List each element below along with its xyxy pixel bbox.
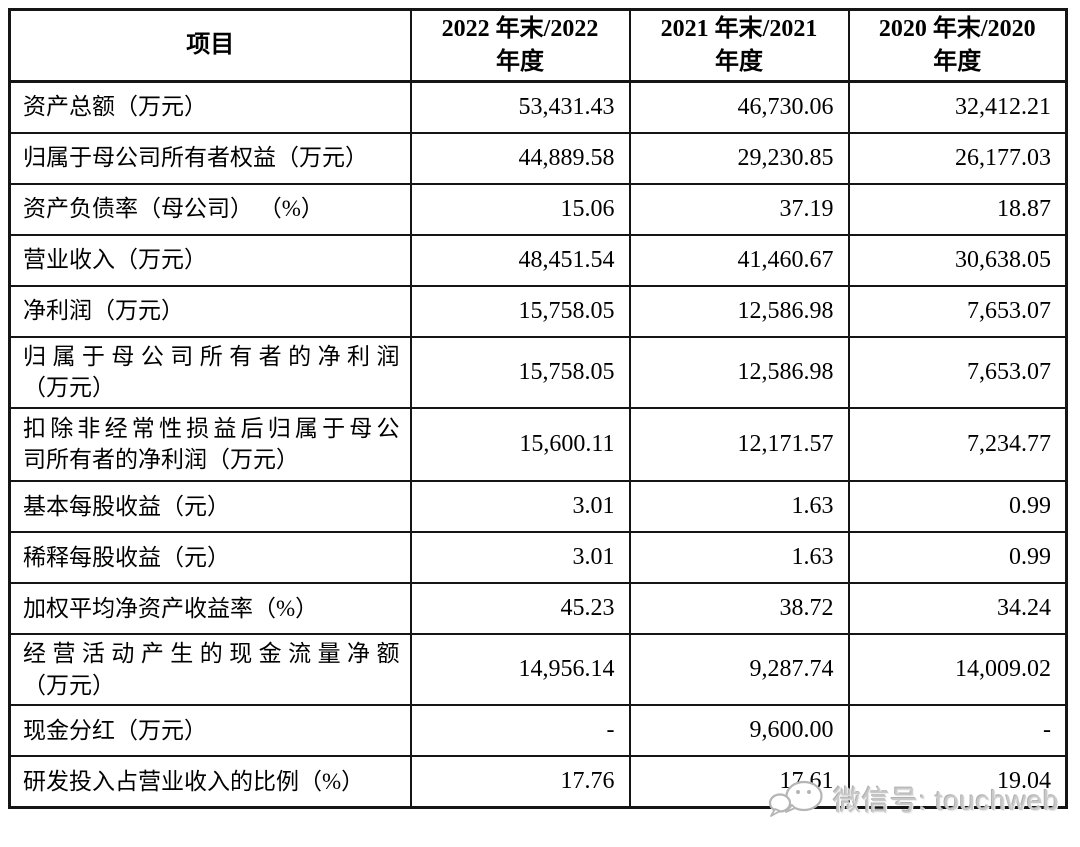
row-label: 归属于母公司所有者的净利润 （万元） [8, 335, 412, 409]
row-label-line: 现金分红（万元） [23, 718, 207, 744]
cell-value-2022: 53,431.43 [409, 80, 631, 134]
header-row: 项目 2022 年末/2022 年度 2021 年末/2021 年度 2020 … [8, 8, 1068, 83]
row-label-line: 稀释每股收益（元） [23, 544, 230, 570]
row-label: 稀释每股收益（元） [8, 530, 412, 584]
table-row-parent-equity: 归属于母公司所有者权益（万元） 44,889.58 29,230.85 26,1… [8, 131, 1068, 185]
cell-value-2020: 32,412.21 [847, 80, 1068, 134]
cell-value-2020: 0.99 [847, 530, 1068, 584]
row-label-line: 资产负债率（母公司） （%） [23, 196, 324, 222]
column-header-2021-line1: 2021 年末/2021 [660, 16, 818, 43]
cell-value-2022: 14,956.14 [409, 632, 631, 707]
column-header-item: 项目 [8, 8, 412, 83]
row-label: 净利润（万元） [8, 284, 412, 338]
watermark-text: 微信号: touchweb [833, 785, 1059, 816]
row-label-line: 研发投入占营业收入的比例（%） [23, 768, 365, 794]
cell-value-2020: 0.99 [847, 479, 1068, 533]
row-label-line: 司所有者的净利润（万元） [23, 447, 299, 473]
row-label-line: 营业收入（万元） [23, 247, 207, 273]
row-label-line: （万元） [23, 375, 115, 401]
cell-value-2022: 15,758.05 [409, 284, 631, 338]
table-row-parent-net-profit: 归属于母公司所有者的净利润 （万元） 15,758.05 12,586.98 7… [8, 335, 1068, 409]
cell-value-2022: 17.76 [409, 755, 631, 809]
wechat-watermark: 微信号: touchweb [768, 779, 1059, 819]
cell-value-2021: 9,287.74 [628, 632, 850, 707]
cell-value-2021: 9,600.00 [628, 704, 850, 758]
cell-value-2020: 34.24 [847, 581, 1068, 635]
cell-value-2022: 3.01 [409, 479, 631, 533]
table-row-operating-cash-flow: 经营活动产生的现金流量净额 （万元） 14,956.14 9,287.74 14… [8, 632, 1068, 707]
cell-value-2022: 15,600.11 [409, 406, 631, 482]
cell-value-2020: 19.04 [847, 755, 1068, 809]
row-label: 基本每股收益（元） [8, 479, 412, 533]
cell-value-2022: 15,758.05 [409, 335, 631, 409]
cell-value-2020: 26,177.03 [847, 131, 1068, 185]
financial-summary-table: 项目 2022 年末/2022 年度 2021 年末/2021 年度 2020 … [8, 8, 1068, 809]
cell-value-2022: 45.23 [409, 581, 631, 635]
cell-value-2021: 1.63 [628, 530, 850, 584]
row-label: 资产负债率（母公司） （%） [8, 182, 412, 236]
row-label-line: 基本每股收益（元） [23, 493, 230, 519]
cell-value-2022: - [409, 704, 631, 758]
row-label-line: 扣除非经常性损益后归属于母公 [23, 415, 400, 441]
table-row-deducted-net-profit: 扣除非经常性损益后归属于母公 司所有者的净利润（万元） 15,600.11 12… [8, 406, 1068, 482]
row-label-line: 归属于母公司所有者权益（万元） [23, 145, 368, 171]
cell-value-2021: 41,460.67 [628, 233, 850, 287]
column-header-2020-line1: 2020 年末/2020 [878, 16, 1036, 43]
cell-value-2021: 46,730.06 [628, 80, 850, 134]
cell-value-2020: 18.87 [847, 182, 1068, 236]
column-header-2021: 2021 年末/2021 年度 [628, 8, 850, 83]
cell-value-2020: - [847, 704, 1068, 758]
cell-value-2022: 44,889.58 [409, 131, 631, 185]
column-header-2022: 2022 年末/2022 年度 [409, 8, 631, 83]
table-row-cash-dividend: 现金分红（万元） - 9,600.00 - [8, 704, 1068, 758]
column-header-2022-line1: 2022 年末/2022 [441, 16, 599, 43]
cell-value-2021: 12,171.57 [628, 406, 850, 482]
cell-value-2022: 48,451.54 [409, 233, 631, 287]
cell-value-2021: 37.19 [628, 182, 850, 236]
column-header-2022-line2: 年度 [496, 48, 544, 75]
row-label-line: 资产总额（万元） [23, 94, 207, 120]
row-label: 现金分红（万元） [8, 704, 412, 758]
row-label-line: 加权平均净资产收益率（%） [23, 595, 319, 621]
column-header-2021-line2: 年度 [715, 48, 763, 75]
table-row-weighted-roe: 加权平均净资产收益率（%） 45.23 38.72 34.24 [8, 581, 1068, 635]
cell-value-2021: 12,586.98 [628, 335, 850, 409]
row-label: 资产总额（万元） [8, 80, 412, 134]
table-row-rd-ratio: 研发投入占营业收入的比例（%） 17.76 17.61 19.04 [8, 755, 1068, 809]
column-header-2020-line2: 年度 [933, 48, 982, 75]
column-header-2020: 2020 年末/2020 年度 [847, 8, 1068, 83]
row-label-line: （万元） [23, 672, 115, 698]
cell-value-2021: 38.72 [628, 581, 850, 635]
row-label-line: 净利润（万元） [23, 298, 184, 324]
row-label: 扣除非经常性损益后归属于母公 司所有者的净利润（万元） [8, 406, 412, 482]
table-row-basic-eps: 基本每股收益（元） 3.01 1.63 0.99 [8, 479, 1068, 533]
row-label: 加权平均净资产收益率（%） [8, 581, 412, 635]
cell-value-2020: 14,009.02 [847, 632, 1068, 707]
table-row-diluted-eps: 稀释每股收益（元） 3.01 1.63 0.99 [8, 530, 1068, 584]
cell-value-2020: 7,234.77 [847, 406, 1068, 482]
cell-value-2020: 30,638.05 [847, 233, 1068, 287]
cell-value-2021: 12,586.98 [628, 284, 850, 338]
row-label: 研发投入占营业收入的比例（%） [8, 755, 412, 809]
table-row-total-assets: 资产总额（万元） 53,431.43 46,730.06 32,412.21 [8, 80, 1068, 134]
table-row-revenue: 营业收入（万元） 48,451.54 41,460.67 30,638.05 [8, 233, 1068, 287]
cell-value-2022: 3.01 [409, 530, 631, 584]
cell-value-2020: 7,653.07 [847, 335, 1068, 409]
table-row-debt-ratio: 资产负债率（母公司） （%） 15.06 37.19 18.87 [8, 182, 1068, 236]
table-row-net-profit: 净利润（万元） 15,758.05 12,586.98 7,653.07 [8, 284, 1068, 338]
row-label-line: 经营活动产生的现金流量净额 [23, 640, 400, 666]
row-label: 营业收入（万元） [8, 233, 412, 287]
row-label: 归属于母公司所有者权益（万元） [8, 131, 412, 185]
wechat-icon [768, 780, 823, 817]
row-label: 经营活动产生的现金流量净额 （万元） [8, 632, 412, 707]
row-label-line: 归属于母公司所有者的净利润 [23, 343, 400, 369]
cell-value-2021: 1.63 [628, 479, 850, 533]
cell-value-2022: 15.06 [409, 182, 631, 236]
cell-value-2020: 7,653.07 [847, 284, 1068, 338]
cell-value-2021: 29,230.85 [628, 131, 850, 185]
